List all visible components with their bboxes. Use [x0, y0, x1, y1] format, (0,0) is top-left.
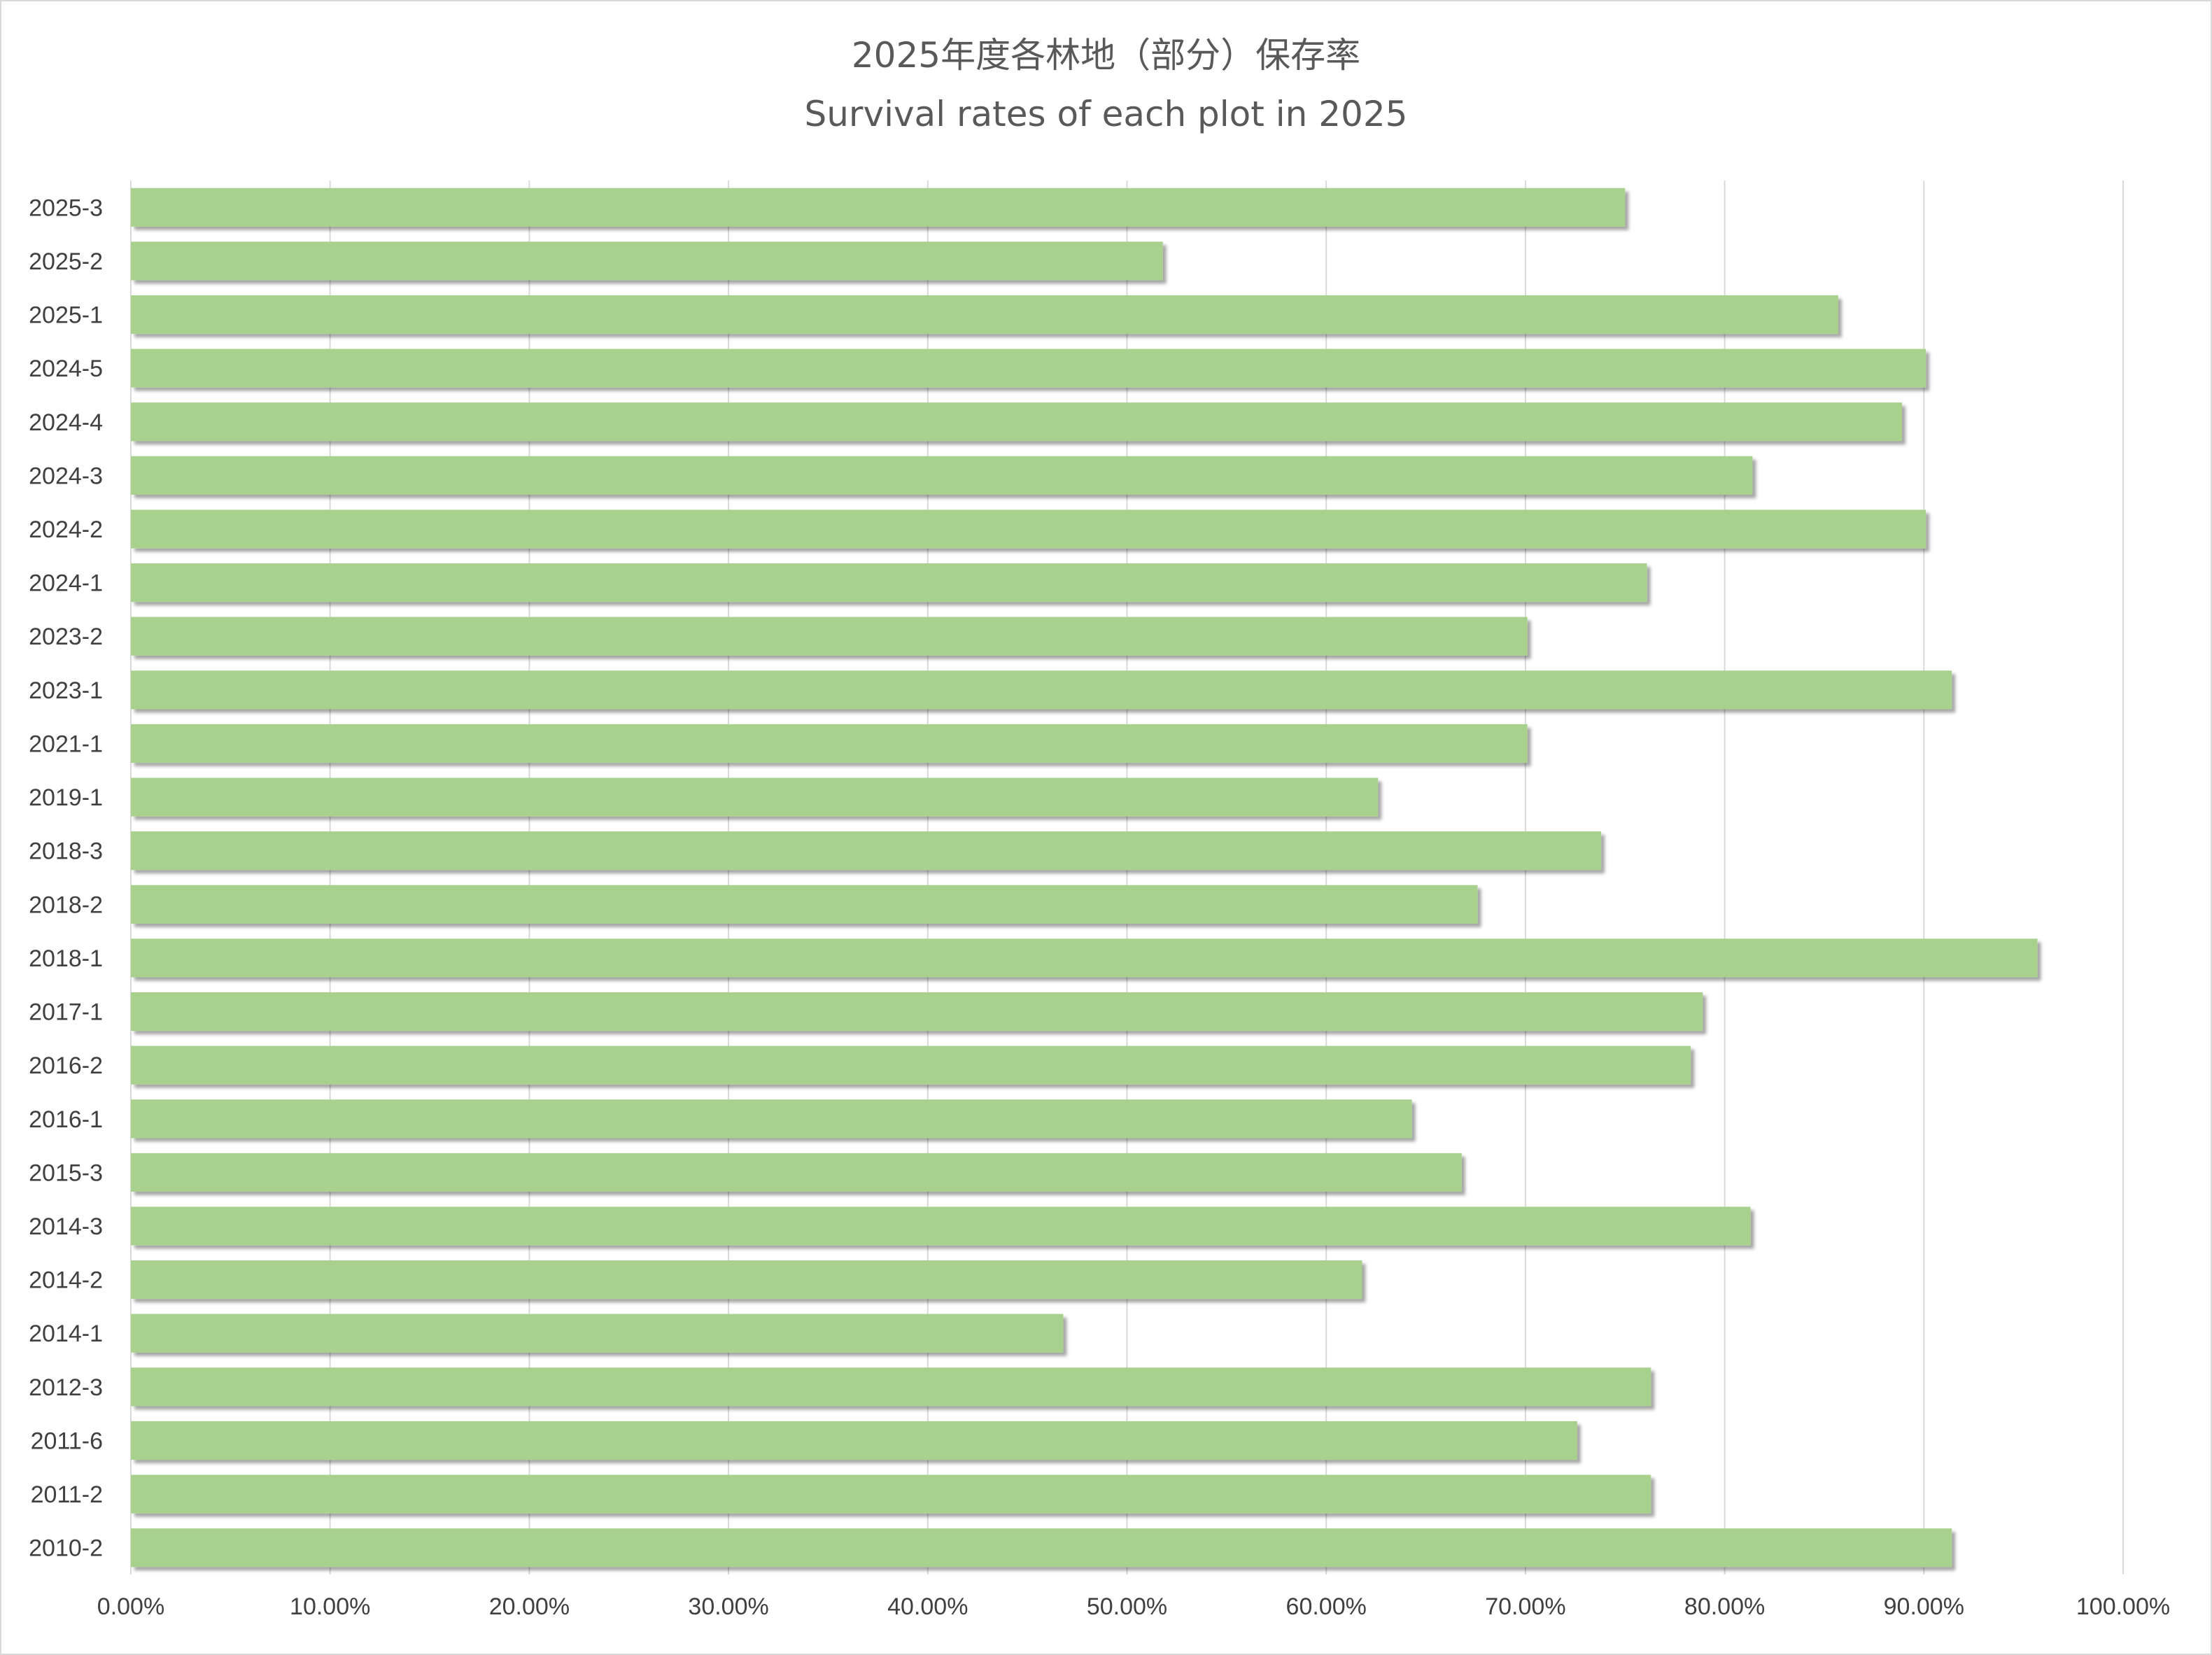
x-tick-label: 70.00%	[1485, 1593, 1565, 1620]
category-label: 2025-2	[29, 248, 103, 275]
category-label: 2015-3	[29, 1160, 103, 1186]
category-label: 2023-1	[29, 677, 103, 704]
bar	[131, 1474, 1651, 1514]
bars	[131, 188, 2038, 1568]
bar	[131, 1099, 1412, 1139]
bar	[131, 885, 1478, 924]
category-label: 2018-1	[29, 945, 103, 972]
x-tick-label: 90.00%	[1884, 1593, 1964, 1620]
bar	[131, 938, 2038, 978]
chart-subtitle: Survival rates of each plot in 2025	[804, 94, 1408, 134]
category-label: 2025-1	[29, 302, 103, 329]
x-tick-label: 60.00%	[1286, 1593, 1367, 1620]
x-tick-label: 30.00%	[688, 1593, 768, 1620]
bar	[131, 1260, 1362, 1300]
category-label: 2014-3	[29, 1213, 103, 1240]
category-label: 2016-1	[29, 1106, 103, 1133]
category-label: 2023-2	[29, 624, 103, 650]
x-tick-label: 80.00%	[1684, 1593, 1765, 1620]
bar	[131, 992, 1703, 1031]
category-label: 2010-2	[29, 1535, 103, 1562]
bar	[131, 831, 1602, 871]
bar	[131, 295, 1838, 334]
category-label: 2021-1	[29, 731, 103, 757]
x-tick-label: 20.00%	[489, 1593, 570, 1620]
bar	[131, 1045, 1691, 1085]
bar	[131, 1528, 1952, 1568]
category-label: 2012-3	[29, 1374, 103, 1401]
gridlines	[130, 181, 2124, 1575]
bar	[131, 1314, 1064, 1353]
x-tick-label: 40.00%	[887, 1593, 968, 1620]
category-label: 2017-1	[29, 999, 103, 1026]
category-label: 2016-2	[29, 1052, 103, 1079]
bar	[131, 188, 1626, 227]
bar	[131, 1153, 1462, 1192]
category-label: 2011-2	[31, 1481, 103, 1508]
category-label: 2024-3	[29, 463, 103, 489]
bar	[131, 670, 1952, 710]
x-tick-label: 10.00%	[290, 1593, 370, 1620]
category-label: 2024-1	[29, 570, 103, 597]
category-label: 2024-2	[29, 516, 103, 543]
category-label: 2018-2	[29, 892, 103, 918]
category-label: 2014-2	[29, 1267, 103, 1294]
category-label: 2025-3	[29, 195, 103, 221]
bar	[131, 241, 1163, 281]
category-label: 2014-1	[29, 1321, 103, 1347]
x-tick-label: 0.00%	[97, 1593, 164, 1620]
bar	[131, 563, 1647, 603]
bar	[131, 509, 1926, 549]
bar	[131, 456, 1753, 495]
x-tick-labels: 0.00% 10.00% 20.00% 30.00% 40.00% 50.00% 60.00…	[97, 1593, 2170, 1620]
bar	[131, 1206, 1751, 1246]
bar	[131, 1421, 1577, 1460]
category-label: 2019-1	[29, 784, 103, 811]
bar	[131, 777, 1379, 817]
bar	[131, 402, 1902, 442]
bar	[131, 1367, 1651, 1407]
chart-title: 2025年度各林地（部分）保存率	[851, 35, 1361, 76]
category-label: 2024-5	[29, 355, 103, 382]
bar	[131, 348, 1926, 388]
x-tick-label: 100.00%	[2076, 1593, 2170, 1620]
x-tick-label: 50.00%	[1087, 1593, 1167, 1620]
category-label: 2018-3	[29, 838, 103, 865]
category-labels: 2025-3 2025-2 2025-1 2024-5 2024-4 2024-3 2024…	[29, 195, 103, 1561]
bar	[131, 617, 1528, 656]
bar	[131, 724, 1528, 763]
category-label: 2024-4	[29, 409, 103, 436]
category-label: 2011-6	[31, 1428, 103, 1454]
